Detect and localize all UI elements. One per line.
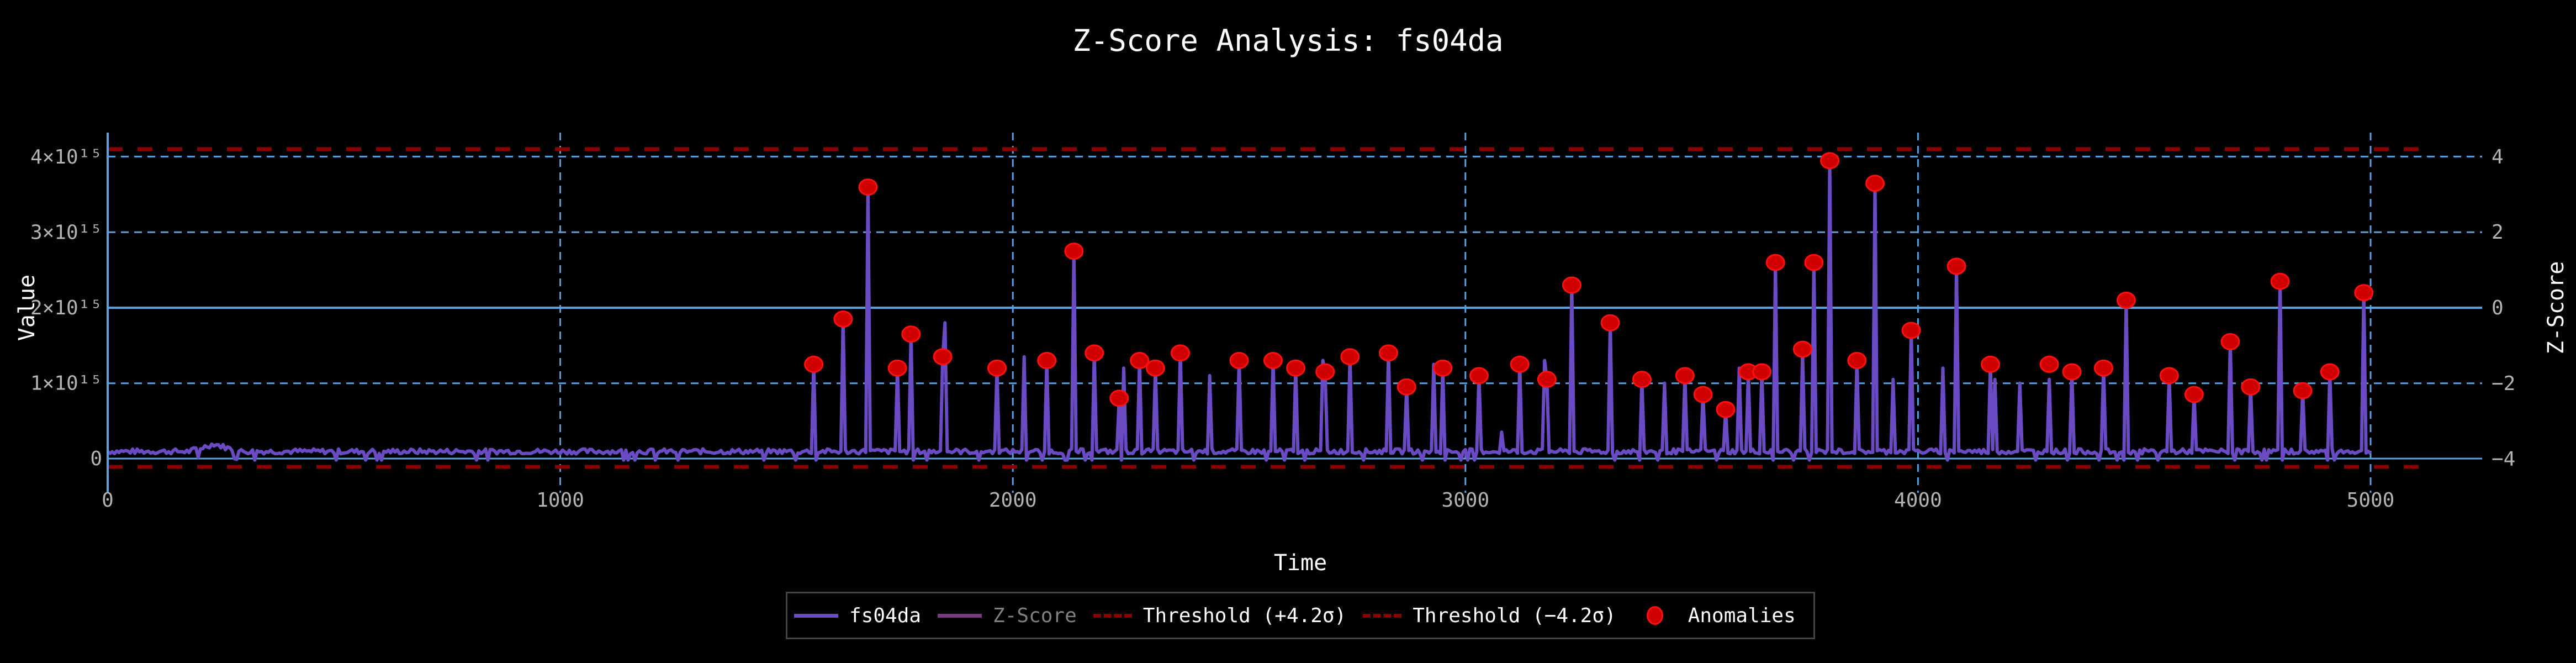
anomaly-marker [1130,352,1150,370]
anomaly-marker [1820,152,1840,170]
y-left-tick-label: 4×10¹⁵ [30,146,102,169]
anomaly-marker [2270,272,2290,290]
y-left-tick-label: 2×10¹⁵ [30,297,102,319]
anomaly-marker [1510,355,1530,373]
legend-label: Threshold (+4.2σ) [1142,604,1347,627]
anomaly-marker [1037,352,1057,370]
chart-title: Z-Score Analysis: fs04da [1072,23,1504,58]
y-right-tick-label: −4 [2492,448,2515,471]
legend-item[interactable]: Anomalies [1633,604,1796,627]
legend-label: Threshold (−4.2σ) [1413,604,1616,627]
anomaly-marker [858,178,878,196]
anomaly-marker [1064,243,1084,260]
legend-item[interactable]: Threshold (+4.2σ) [1093,604,1346,627]
anomaly-marker [1469,367,1489,385]
anomaly-marker [933,348,953,366]
anomaly-marker [1340,348,1360,366]
anomaly-marker [1716,401,1736,418]
anomaly-marker [2241,378,2261,396]
anomaly-marker [1562,276,1581,294]
y-left-tick-label: 3×10¹⁵ [30,222,102,244]
legend: fs04da Z-Score Threshold (+4.2σ) Threshold … [786,592,1815,639]
anomaly-marker [1981,355,2001,373]
y-left-axis-title: Value [14,275,40,341]
y-left-tick-label: 1×10¹⁵ [30,372,102,395]
anomaly-marker [2116,291,2136,309]
legend-label: Anomalies [1688,604,1796,627]
y-right-tick-label: −2 [2492,372,2515,395]
anomaly-markers [804,152,2374,418]
legend-label: fs04da [849,604,922,627]
anomaly-marker [2220,333,2240,350]
y-left-tick-label: 0 [90,448,102,470]
anomaly-marker [1804,254,1824,271]
anomaly-marker [1397,378,1416,396]
anomaly-marker [1145,359,1165,377]
anomaly-marker [2039,355,2059,373]
anomaly-marker [1109,390,1129,407]
anomaly-marker [1433,359,1453,377]
anomaly-marker [1537,371,1557,388]
anomaly-marker [1263,352,1283,370]
anomaly-marker [1229,352,1249,370]
anomaly-marker [1315,363,1335,381]
anomaly-marker [887,359,907,377]
dashed-line-icon [1363,613,1402,618]
legend-item[interactable]: Z-Score [938,604,1077,627]
anomaly-marker [1600,314,1620,332]
anomaly-marker-icon [1646,606,1663,625]
anomaly-marker [1847,352,1867,370]
legend-item[interactable]: fs04da [794,604,921,627]
x-tick-label: 0 [102,489,114,512]
anomaly-marker [1378,344,1398,362]
dashed-line-icon [1093,613,1132,618]
solid-line-icon [794,613,838,618]
anomaly-marker [1792,340,1812,358]
legend-label: Z-Score [993,604,1077,627]
anomaly-marker [2093,359,2113,377]
x-tick-label: 4000 [1894,489,1942,512]
anomaly-marker [1765,254,1785,271]
x-tick-label: 2000 [989,489,1037,512]
anomaly-marker [1946,257,1966,275]
legend-item[interactable]: Threshold (−4.2σ) [1363,604,1616,627]
anomaly-marker [1752,363,1772,381]
y-right-tick-label: 2 [2492,221,2504,244]
anomaly-marker [1632,371,1652,388]
anomaly-marker [2184,386,2204,403]
anomaly-marker [2159,367,2179,385]
anomaly-marker [1693,386,1713,403]
anomaly-marker [901,325,921,343]
anomaly-marker [1170,344,1190,362]
solid-line-icon [938,613,982,618]
anomaly-marker [804,355,824,373]
anomaly-marker [1286,359,1305,377]
anomaly-marker [987,359,1007,377]
y-right-tick-label: 0 [2492,297,2504,319]
anomaly-marker [1901,322,1921,339]
anomaly-marker [2354,284,2374,302]
anomaly-marker [833,310,853,328]
x-tick-label: 5000 [2347,489,2395,512]
tick-labels: 0 1000 2000 3000 4000 5000 0 1×10¹⁵ 2×10¹⁵ 3×10¹⁵… [30,145,2515,512]
anomaly-marker [1675,367,1695,385]
y-right-tick-label: 4 [2492,145,2504,168]
x-tick-label: 3000 [1441,489,1489,512]
anomaly-marker [1865,175,1885,192]
y-right-axis-title: Z-Score [2543,261,2569,355]
x-tick-label: 1000 [536,489,584,512]
x-axis-title: Time [1274,550,1327,576]
anomaly-marker [1085,344,1104,362]
anomaly-marker [2062,363,2082,381]
fs04da-line [107,159,2372,462]
anomaly-marker [2320,363,2340,381]
series-line [107,159,2372,462]
anomaly-marker [2293,382,2313,399]
